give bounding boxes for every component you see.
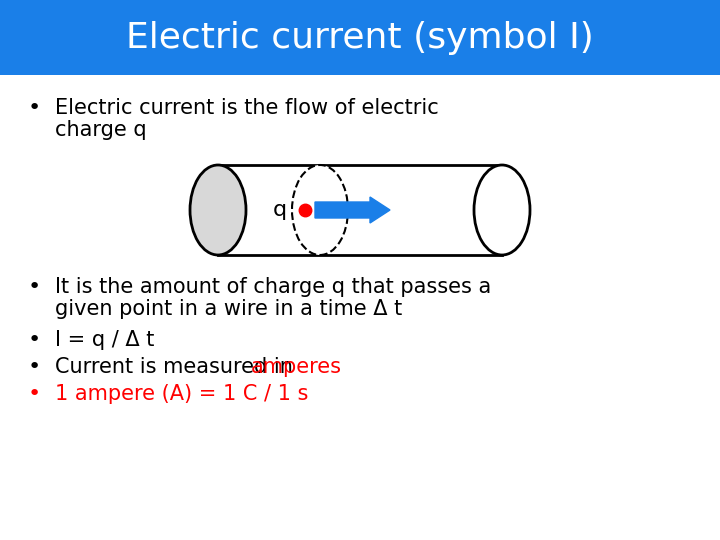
Bar xyxy=(0,0,720,75)
Text: •: • xyxy=(28,384,41,404)
Text: It is the amount of charge q that passes a: It is the amount of charge q that passes… xyxy=(55,277,491,297)
Text: •: • xyxy=(28,277,41,297)
Ellipse shape xyxy=(292,165,348,255)
Text: 1 ampere (A) = 1 C / 1 s: 1 ampere (A) = 1 C / 1 s xyxy=(55,384,308,404)
Text: Electric current is the flow of electric: Electric current is the flow of electric xyxy=(55,98,438,118)
Text: •: • xyxy=(28,330,41,350)
Text: q: q xyxy=(273,200,287,220)
Ellipse shape xyxy=(474,165,530,255)
Text: •: • xyxy=(28,98,41,118)
Text: Current is measured in: Current is measured in xyxy=(55,357,300,377)
Text: •: • xyxy=(28,357,41,377)
Text: Electric current (symbol I): Electric current (symbol I) xyxy=(126,21,594,55)
Text: given point in a wire in a time Δ t: given point in a wire in a time Δ t xyxy=(55,299,402,319)
Text: I = q / Δ t: I = q / Δ t xyxy=(55,330,154,350)
Text: amperes: amperes xyxy=(251,357,341,377)
FancyArrow shape xyxy=(315,197,390,223)
Ellipse shape xyxy=(190,165,246,255)
Text: charge q: charge q xyxy=(55,120,147,140)
